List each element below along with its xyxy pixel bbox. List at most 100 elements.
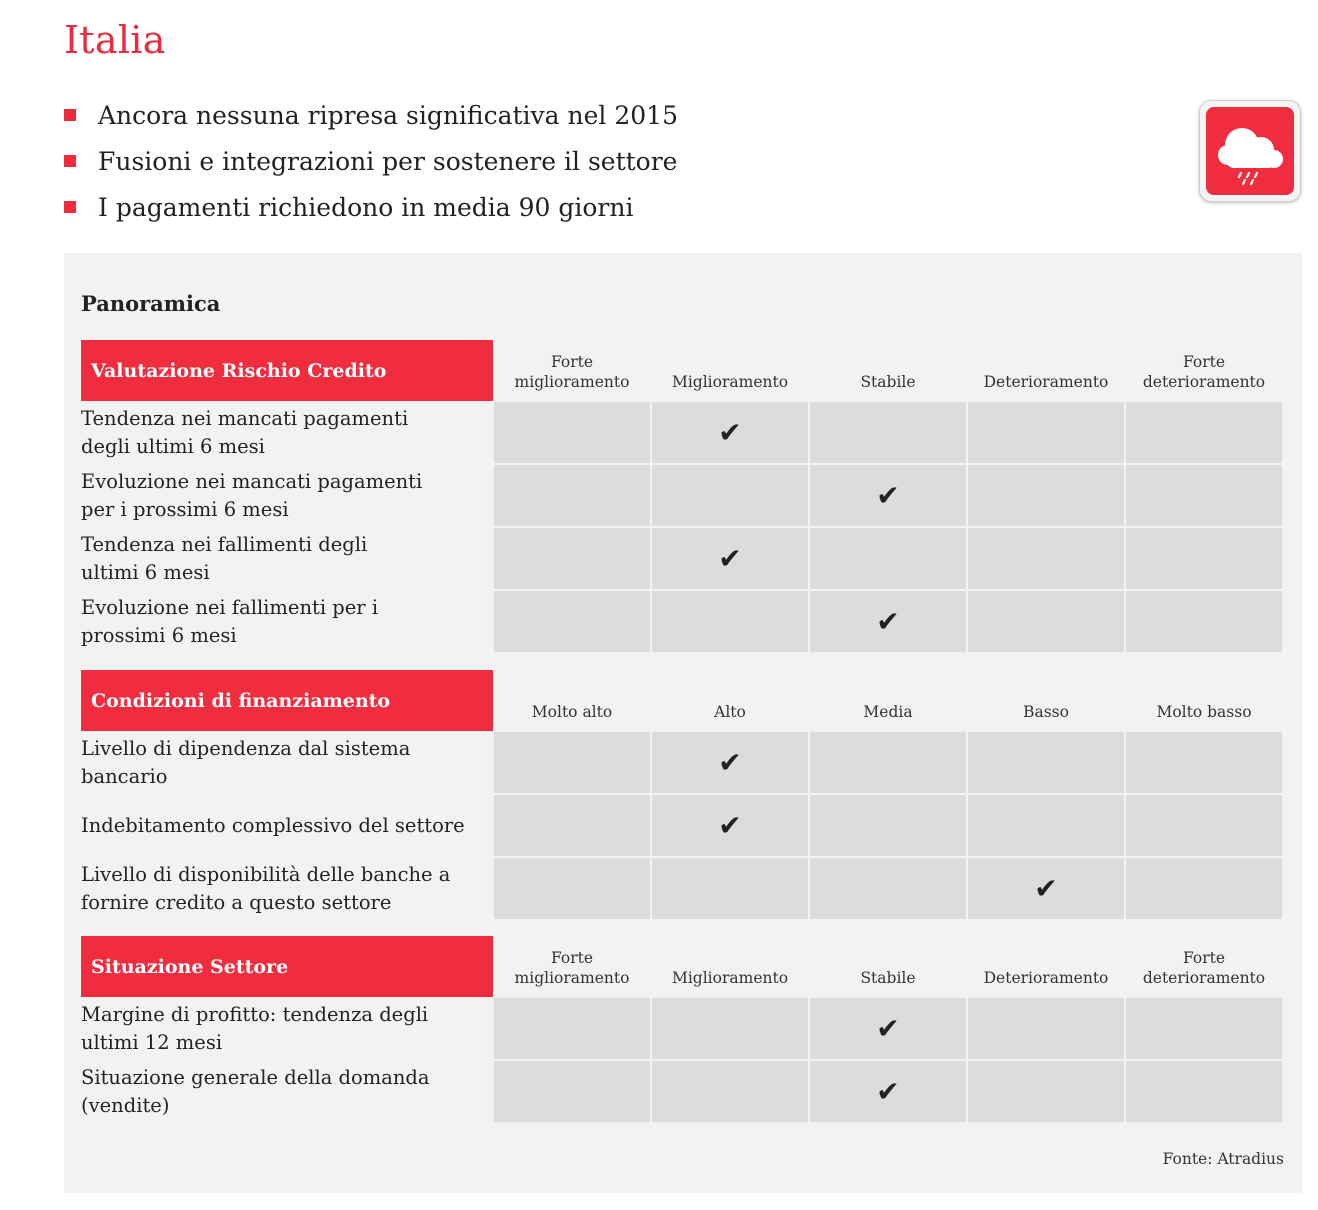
column-header: Forte deterioramento (1126, 340, 1282, 400)
column-header-line: Media (863, 703, 913, 721)
row-label-text: Evoluzione nei mancati pagamenti per i pr… (81, 468, 422, 524)
check-icon: ✔ (718, 809, 742, 842)
row-label-text: Margine di profitto: tendenza degli ultim… (81, 1001, 428, 1057)
column-header: Media (810, 670, 966, 730)
column-header-line: miglioramento (514, 373, 630, 391)
column-header: Stabile (810, 340, 966, 400)
row-label: Evoluzione nei fallimenti per i prossimi … (81, 591, 481, 652)
check-icon: ✔ (718, 416, 742, 449)
column-header: Stabile (810, 936, 966, 996)
row-label-line: degli ultimi 6 mesi (81, 434, 265, 458)
check-icon: ✔ (1034, 872, 1058, 905)
column-header-line: Forte (550, 949, 594, 967)
rating-cell: ✔ (968, 858, 1124, 919)
row-label: Tendenza nei fallimenti degli ultimi 6 me… (81, 528, 481, 589)
rating-cell (652, 998, 808, 1059)
rating-cell (968, 591, 1124, 652)
column-header-line: Miglioramento (671, 969, 789, 987)
rating-cell (494, 732, 650, 793)
row-label-line: Tendenza nei fallimenti degli (81, 532, 368, 556)
row-label-line: Tendenza nei mancati pagamenti (81, 406, 409, 430)
column-header: Molto basso (1126, 670, 1282, 730)
rating-cell (494, 795, 650, 856)
overview-panel: Panoramica Fonte: Atradius Valutazione R… (64, 253, 1302, 1193)
column-header-line: Basso (1023, 703, 1069, 721)
row-label-text: Indebitamento complessivo del settore (81, 812, 465, 840)
row-label-line: per i prossimi 6 mesi (81, 497, 289, 521)
rating-cell: ✔ (652, 795, 808, 856)
rating-cell (1126, 465, 1282, 526)
row-label-line: Indebitamento complessivo del settore (81, 813, 465, 837)
page-title: Italia (64, 18, 166, 62)
rating-cell (968, 1061, 1124, 1122)
column-header: Deterioramento (968, 936, 1124, 996)
rating-cell (494, 465, 650, 526)
row-label-line: Livello di dipendenza dal sistema (81, 736, 411, 760)
rating-cell: ✔ (810, 465, 966, 526)
row-label-line: Situazione generale della domanda (81, 1065, 430, 1089)
row-label-line: Margine di profitto: tendenza degli (81, 1002, 429, 1026)
source-note: Fonte: Atradius (1162, 1150, 1284, 1168)
rating-cell (810, 858, 966, 919)
rating-cell: ✔ (652, 528, 808, 589)
rating-cell: ✔ (652, 402, 808, 463)
column-header: Deterioramento (968, 340, 1124, 400)
column-header: Forte miglioramento (494, 936, 650, 996)
column-header-line: Forte (1182, 353, 1226, 371)
row-label-line: ultimi 12 mesi (81, 1030, 223, 1054)
column-header-line: Forte (1182, 949, 1226, 967)
rating-cell (652, 858, 808, 919)
rating-cell (968, 732, 1124, 793)
column-header-line: Stabile (860, 969, 916, 987)
rating-cell (494, 591, 650, 652)
row-label: Indebitamento complessivo del settore (81, 795, 481, 856)
rating-cell (810, 528, 966, 589)
check-icon: ✔ (718, 746, 742, 779)
rating-cell (1126, 998, 1282, 1059)
check-icon: ✔ (876, 605, 900, 638)
row-label-line: Livello di disponibilità delle banche a (81, 862, 451, 886)
rating-cell (968, 795, 1124, 856)
column-header-line: miglioramento (514, 969, 630, 987)
section-header: Condizioni di finanziamento (81, 670, 493, 731)
rating-cell (1126, 402, 1282, 463)
rating-cell (494, 858, 650, 919)
column-header-line: deterioramento (1142, 969, 1266, 987)
rating-cell (1126, 1061, 1282, 1122)
column-header: Molto alto (494, 670, 650, 730)
bullet-square-icon (64, 155, 76, 167)
row-label-text: Livello di dipendenza dal sistema bancari… (81, 735, 410, 791)
row-label: Margine di profitto: tendenza degli ultim… (81, 998, 481, 1059)
rating-cell (494, 998, 650, 1059)
section-header: Valutazione Rischio Credito (81, 340, 493, 401)
row-label-line: prossimi 6 mesi (81, 623, 237, 647)
rating-cell: ✔ (810, 591, 966, 652)
row-label-line: (vendite) (81, 1093, 170, 1117)
column-header-line: Miglioramento (671, 373, 789, 391)
row-label: Tendenza nei mancati pagamenti degli ulti… (81, 402, 481, 463)
rating-cell (652, 465, 808, 526)
bullet-square-icon (64, 109, 76, 121)
column-header-line: deterioramento (1142, 373, 1266, 391)
row-label-line: fornire credito a questo settore (81, 890, 392, 914)
rating-cell (1126, 795, 1282, 856)
rating-cell (1126, 732, 1282, 793)
rating-cell (652, 591, 808, 652)
check-icon: ✔ (876, 479, 900, 512)
rating-cell (968, 998, 1124, 1059)
key-point: I pagamenti richiedono in media 90 giorn… (64, 184, 678, 230)
rating-cell (494, 528, 650, 589)
row-label: Livello di dipendenza dal sistema bancari… (81, 732, 481, 793)
rating-cell (968, 402, 1124, 463)
row-label-text: Evoluzione nei fallimenti per i prossimi … (81, 594, 378, 650)
column-header-line: Deterioramento (983, 373, 1109, 391)
row-label: Situazione generale della domanda (vendit… (81, 1061, 481, 1122)
rating-cell (652, 1061, 808, 1122)
check-icon: ✔ (876, 1075, 900, 1108)
row-label-line: ultimi 6 mesi (81, 560, 210, 584)
row-label-line: Evoluzione nei fallimenti per i (81, 595, 379, 619)
row-label-text: Tendenza nei mancati pagamenti degli ulti… (81, 405, 408, 461)
rating-cell (494, 402, 650, 463)
column-header: Basso (968, 670, 1124, 730)
column-header-line: Stabile (860, 373, 916, 391)
